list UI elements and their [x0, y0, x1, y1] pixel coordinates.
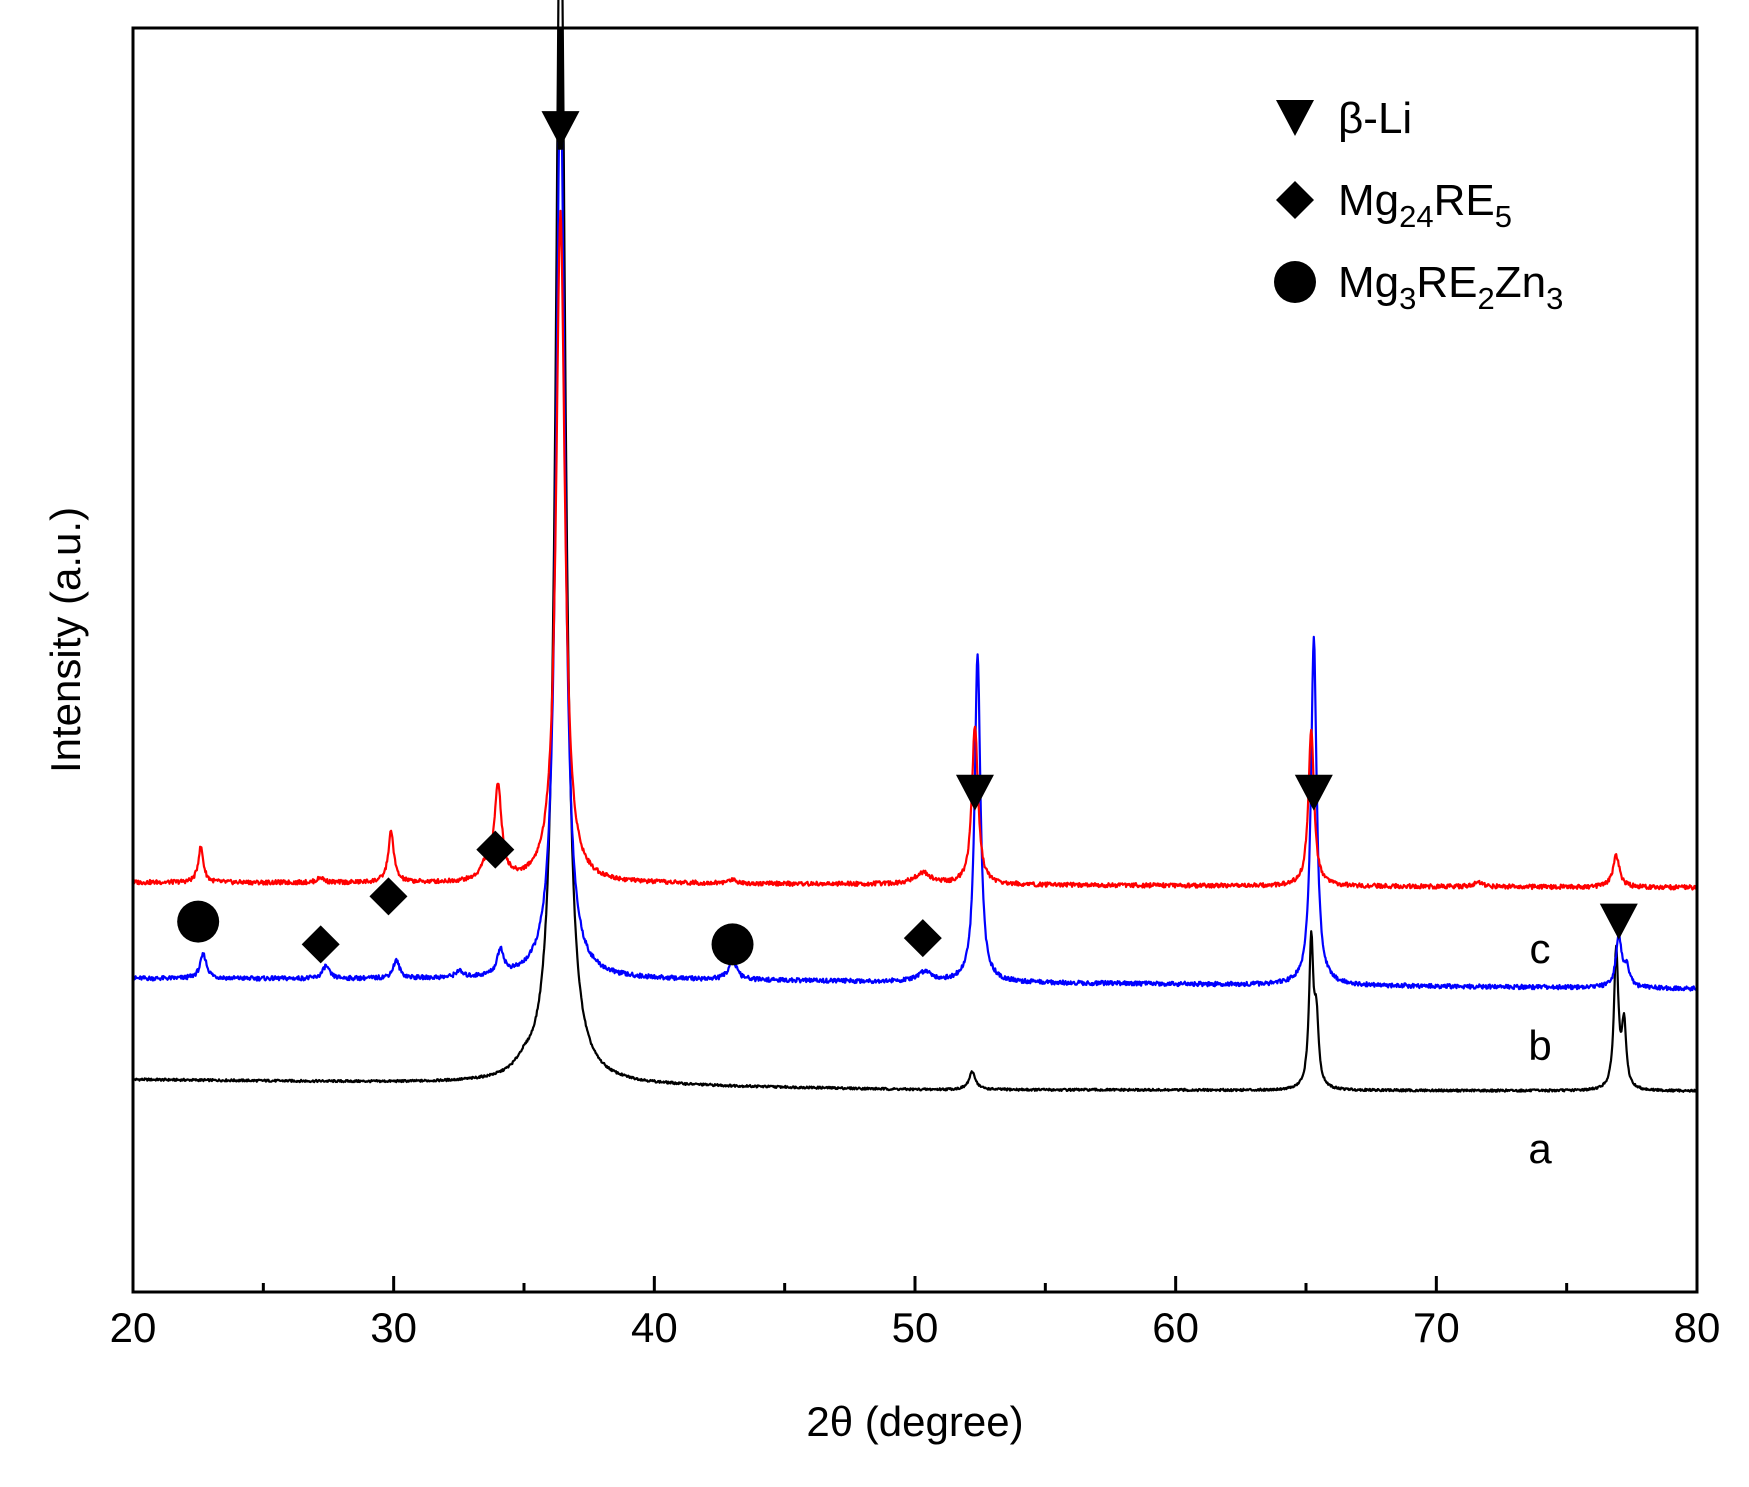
legend: β-Li Mg24RE5 Mg3RE2Zn3 [1274, 94, 1563, 316]
legend-marker-diamond [1276, 181, 1314, 219]
x-tick-label: 60 [1152, 1304, 1199, 1351]
legend-marker-circle [1274, 261, 1316, 303]
phase-marker-diamond [476, 830, 515, 869]
legend-label: Mg24RE5 [1338, 176, 1512, 234]
series-label-b: b [1528, 1022, 1551, 1069]
legend-label: Mg3RE2Zn3 [1338, 258, 1563, 316]
x-axis-label: 2θ (degree) [806, 1398, 1023, 1445]
legend-entry: β-Li [1276, 94, 1412, 143]
phase-marker-diamond [301, 925, 340, 964]
phase-marker-triangle-down [1599, 903, 1638, 940]
series-line-a [132, 0, 1698, 1093]
x-tick-label: 70 [1413, 1304, 1460, 1351]
legend-entry: Mg24RE5 [1276, 176, 1512, 234]
series-labels: a b c [1528, 925, 1552, 1172]
x-tick-label: 20 [110, 1304, 157, 1351]
phase-marker-diamond [369, 877, 408, 916]
legend-marker-triangle-down [1276, 100, 1314, 136]
x-tick-label: 80 [1674, 1304, 1721, 1351]
phase-marker-diamond [903, 919, 942, 958]
series-line-b [132, 69, 1699, 992]
phase-marker-triangle-down [1294, 774, 1333, 811]
phase-marker-layer [177, 111, 1638, 966]
legend-entry: Mg3RE2Zn3 [1274, 258, 1563, 316]
x-tick-label: 50 [892, 1304, 939, 1351]
series-label-a: a [1528, 1125, 1552, 1172]
x-tick-label: 40 [631, 1304, 678, 1351]
x-axis-tick-labels: 20 30 40 50 60 70 80 [110, 1304, 1721, 1351]
x-axis-ticks [131, 1276, 1699, 1292]
phase-marker-triangle-down [955, 774, 994, 811]
phase-marker-circle [177, 900, 220, 943]
phase-marker-circle [711, 923, 754, 966]
series-line-c [132, 209, 1698, 891]
x-tick-label: 30 [370, 1304, 417, 1351]
series-layer [132, 0, 1699, 1093]
y-axis-label: Intensity (a.u.) [42, 507, 89, 773]
series-label-c: c [1530, 925, 1551, 972]
legend-label: β-Li [1338, 94, 1412, 143]
